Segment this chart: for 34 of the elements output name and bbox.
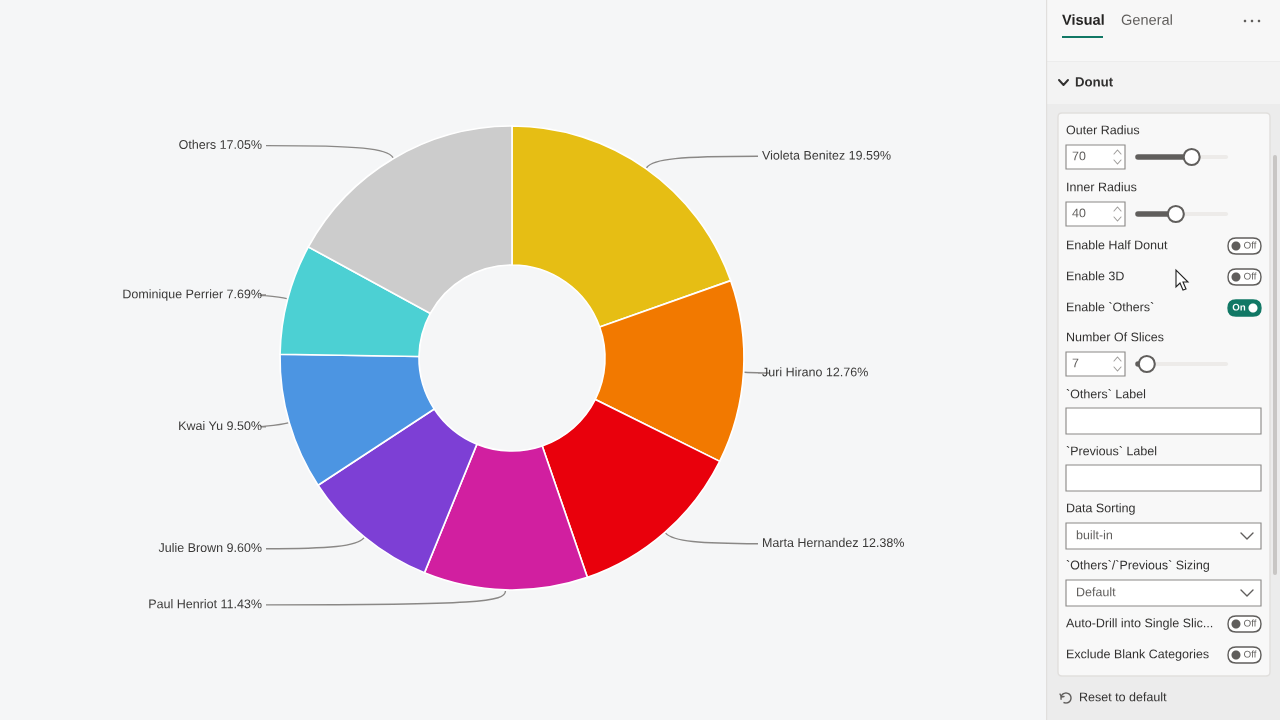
slice-label: Violeta Benitez 19.59% xyxy=(762,150,891,160)
slice-label: Juri Hirano 12.76% xyxy=(762,367,868,377)
text: Inner Radius xyxy=(1067,182,1137,192)
slice-label: Kwai Yu 9.50% xyxy=(179,420,262,431)
text: General xyxy=(1121,14,1172,25)
text: Off xyxy=(1244,650,1257,658)
slice-label: Others 17.05% xyxy=(179,139,262,149)
text: Enable `Others` xyxy=(1067,302,1154,312)
text: `Others`/`Previous` Sizing xyxy=(1066,560,1209,572)
text: Exclude Blank Categories xyxy=(1067,649,1209,661)
slice-label: Dominique Perrier 7.69% xyxy=(123,289,262,301)
text: Donut xyxy=(1075,77,1113,87)
text: Off xyxy=(1244,241,1257,249)
text: Data Sorting xyxy=(1067,503,1135,515)
slice-label: Julie Brown 9.60% xyxy=(158,542,262,553)
text: Reset to default xyxy=(1080,692,1167,702)
text: Default xyxy=(1077,587,1116,597)
text: Enable Half Donut xyxy=(1067,240,1168,250)
text: Outer Radius xyxy=(1066,125,1140,135)
text: 7 xyxy=(1072,358,1079,368)
slice-label: Paul Henriot 11.43% xyxy=(149,599,262,609)
slice-label: Marta Hernandez 12.38% xyxy=(763,537,904,548)
text: 40 xyxy=(1072,208,1086,218)
text: `Previous` Label xyxy=(1066,446,1157,456)
text: built-in xyxy=(1076,530,1113,540)
text: On xyxy=(1232,303,1246,311)
text: `Others` Label xyxy=(1066,389,1146,399)
text: Number Of Slices xyxy=(1067,332,1164,342)
text: Visual xyxy=(1062,14,1104,25)
text: Auto-Drill into Single Slic... xyxy=(1066,618,1213,630)
text: Off xyxy=(1244,619,1257,627)
text: Enable 3D xyxy=(1067,271,1124,281)
text: 70 xyxy=(1072,151,1086,161)
text: Off xyxy=(1244,272,1257,280)
